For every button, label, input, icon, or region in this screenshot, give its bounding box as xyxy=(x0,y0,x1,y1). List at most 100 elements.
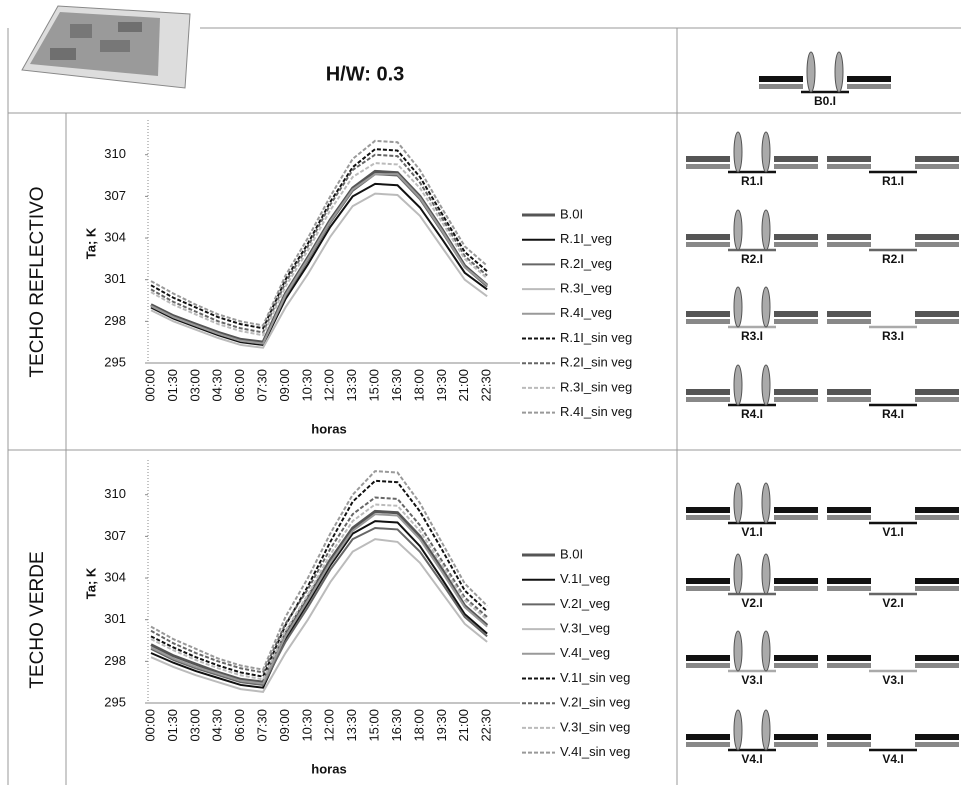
roof xyxy=(686,655,730,661)
x-tick-label: 07:30 xyxy=(254,369,269,402)
roof xyxy=(847,76,891,82)
header-title: H/W: 0.3 xyxy=(326,63,405,85)
legend-label: R.2I_sin veg xyxy=(560,355,632,370)
diagram-label: V2.I xyxy=(882,596,903,610)
diagram-label: V4.I xyxy=(882,752,903,766)
series-line xyxy=(150,538,488,693)
roof xyxy=(827,578,871,584)
tree xyxy=(733,286,743,328)
wall xyxy=(915,164,959,169)
roof xyxy=(686,234,730,240)
roof xyxy=(774,734,818,740)
diagram-label: R3.I xyxy=(882,329,904,343)
roof xyxy=(774,234,818,240)
legend-label: R.3I_veg xyxy=(560,281,612,296)
tree xyxy=(733,630,743,672)
series-line xyxy=(150,182,488,347)
roof xyxy=(774,507,818,513)
legend-label: R.4I_veg xyxy=(560,305,612,320)
roof xyxy=(686,156,730,162)
legend-label: V.2I_sin veg xyxy=(560,695,630,710)
x-tick-label: 22:30 xyxy=(479,709,494,742)
tree xyxy=(733,209,743,251)
roof xyxy=(774,311,818,317)
street-diagram: R3.I xyxy=(686,286,818,343)
y-tick-label: 301 xyxy=(104,611,126,626)
series-line xyxy=(150,509,489,684)
tree xyxy=(834,51,844,93)
street-diagram: R4.I xyxy=(686,364,818,421)
legend-label: V.4I_sin veg xyxy=(560,744,630,759)
y-axis-title: Ta; K xyxy=(83,227,98,259)
x-tick-label: 18:00 xyxy=(411,369,426,402)
roof xyxy=(759,76,803,82)
wall xyxy=(827,663,871,668)
x-tick-label: 21:00 xyxy=(456,709,471,742)
wall xyxy=(915,515,959,520)
roof xyxy=(686,578,730,584)
wall xyxy=(915,742,959,747)
x-tick-label: 13:30 xyxy=(344,709,359,742)
street-diagram: V3.I xyxy=(827,655,959,687)
y-tick-label: 307 xyxy=(104,528,126,543)
roof xyxy=(915,389,959,395)
roof xyxy=(827,655,871,661)
diagram-label: R2.I xyxy=(741,252,763,266)
street-diagram: R1.I xyxy=(686,131,818,188)
wall xyxy=(774,663,818,668)
diagram-label: V4.I xyxy=(741,752,762,766)
wall xyxy=(915,663,959,668)
roof xyxy=(774,156,818,162)
x-tick-label: 07:30 xyxy=(254,709,269,742)
legend-label: R.1I_veg xyxy=(560,231,612,246)
street-diagram: B0.I xyxy=(759,51,891,108)
x-tick-label: 12:00 xyxy=(322,709,337,742)
tree xyxy=(761,209,771,251)
tree xyxy=(761,364,771,406)
street-diagram: V1.I xyxy=(827,507,959,539)
x-tick-label: 21:00 xyxy=(456,369,471,402)
tree xyxy=(761,131,771,173)
x-tick-label: 15:00 xyxy=(367,709,382,742)
x-tick-label: 16:30 xyxy=(389,709,404,742)
series-line xyxy=(150,496,488,674)
x-tick-label: 06:00 xyxy=(232,369,247,402)
wall xyxy=(759,84,803,89)
wall xyxy=(686,586,730,591)
series-line xyxy=(150,162,488,337)
x-tick-label: 15:00 xyxy=(367,369,382,402)
wall xyxy=(827,586,871,591)
wall xyxy=(686,319,730,324)
legend-label: R.4I_sin veg xyxy=(560,404,632,419)
city-block xyxy=(70,24,92,38)
legend-label: V.3I_sin veg xyxy=(560,719,630,734)
wall xyxy=(827,742,871,747)
tree xyxy=(761,482,771,524)
y-axis-title: Ta; K xyxy=(83,567,98,599)
y-tick-label: 304 xyxy=(104,569,126,584)
tree xyxy=(806,51,816,93)
roof xyxy=(915,156,959,162)
tree xyxy=(733,709,743,751)
diagram-label: V3.I xyxy=(741,673,762,687)
series-line xyxy=(150,153,488,334)
wall xyxy=(827,397,871,402)
street-diagram: V4.I xyxy=(686,709,818,766)
x-tick-label: 04:30 xyxy=(210,709,225,742)
x-tick-label: 04:30 xyxy=(210,369,225,402)
x-tick-label: 13:30 xyxy=(344,369,359,402)
x-tick-label: 10:30 xyxy=(299,709,314,742)
diagram-label: V1.I xyxy=(882,525,903,539)
tree xyxy=(761,630,771,672)
street-diagram: V1.I xyxy=(686,482,818,539)
row-label: TECHO VERDE xyxy=(27,551,48,688)
wall xyxy=(686,663,730,668)
legend-label: V.2I_veg xyxy=(560,596,610,611)
tree xyxy=(733,482,743,524)
wall xyxy=(686,242,730,247)
tree xyxy=(761,553,771,595)
roof xyxy=(686,507,730,513)
series-line xyxy=(150,470,488,671)
street-diagram: V4.I xyxy=(827,734,959,766)
row-label: TECHO REFLECTIVO xyxy=(27,186,48,377)
